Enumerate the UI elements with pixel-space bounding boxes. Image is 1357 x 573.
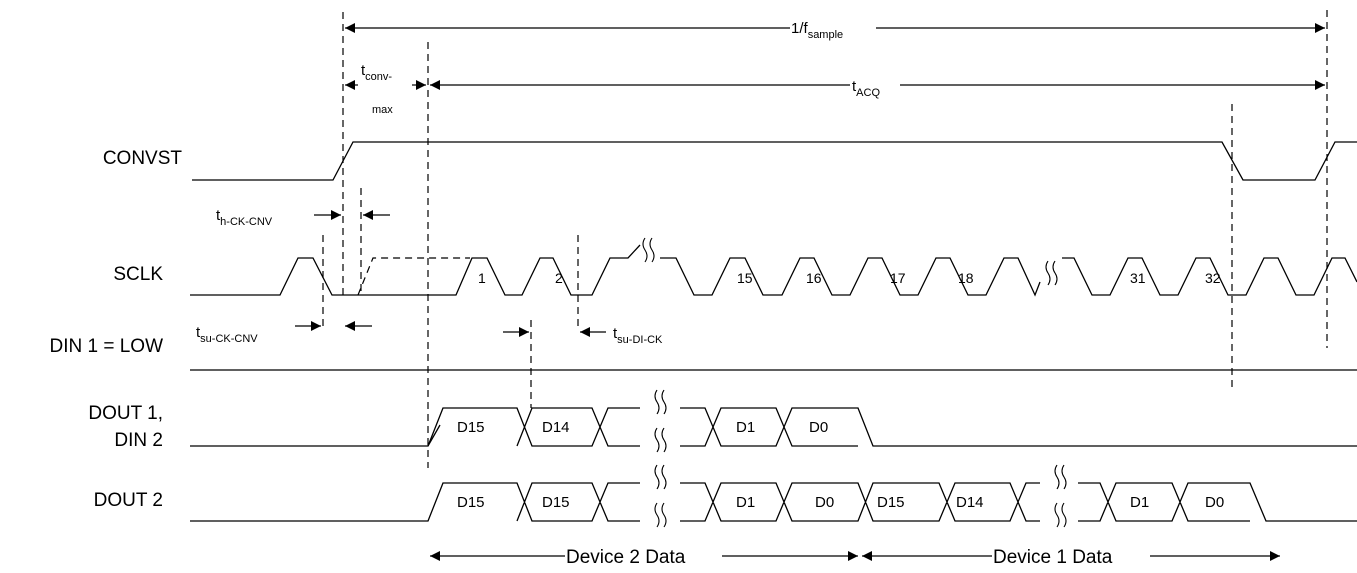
sclk-waveform-end — [1062, 257, 1357, 296]
dout2-bit-d15-b: D15 — [542, 494, 570, 511]
dout2-break-top-1 — [654, 464, 667, 490]
dout1-bit-d14: D14 — [542, 419, 570, 436]
dout2-bit-d1-b: D1 — [1130, 494, 1149, 511]
dout1-bit-d15: D15 — [457, 419, 485, 436]
sclk-waveform-mid — [660, 257, 1041, 297]
setup-ck-cnv-label: tsu-CK-CNV — [196, 324, 258, 345]
dout2-bit-d0-a: D0 — [815, 494, 834, 511]
signal-label-sclk: SCLK — [113, 264, 163, 285]
signal-label-din2: DIN 2 — [114, 430, 163, 451]
sclk-pulse-16: 16 — [806, 270, 822, 286]
dout1-bit-d0: D0 — [809, 419, 828, 436]
hold-annotation: th-CK-CNV — [216, 207, 390, 228]
sclk-waveform-main — [190, 244, 641, 296]
dout1-bus — [427, 407, 1357, 447]
dout1-waveform: D15 D14 D1 D0 — [190, 389, 1357, 453]
sclk-pulse-17: 17 — [890, 270, 906, 286]
dout1-bit-d1: D1 — [736, 419, 755, 436]
dout2-waveform: D15 D15 D1 D0 D15 D14 D1 D0 — [190, 464, 1357, 528]
dout1-break-bottom — [654, 427, 667, 453]
sclk-pulse-1: 1 — [478, 270, 486, 286]
hold-label: th-CK-CNV — [216, 207, 273, 228]
sclk-break-mark-1 — [642, 237, 655, 263]
conv-label-max: max — [372, 104, 393, 116]
sclk-waveform — [190, 237, 1357, 297]
sclk-alt-edge — [357, 257, 470, 296]
dout2-bit-d15-c: D15 — [877, 494, 905, 511]
conv-label: tconv- — [361, 62, 392, 83]
dout2-break-top-2 — [1054, 464, 1067, 490]
signal-label-convst: CONVST — [103, 148, 183, 169]
sclk-pulse-32: 32 — [1205, 270, 1221, 286]
dout2-break-bottom-2 — [1054, 502, 1067, 528]
sclk-pulse-31: 31 — [1130, 270, 1146, 286]
signal-label-dout1: DOUT 1, — [88, 403, 163, 424]
conversion-acquisition-annotation: tconv- max tACQ — [345, 62, 1325, 116]
dout2-break-bottom-1 — [654, 502, 667, 528]
sclk-break-mark-2 — [1045, 260, 1058, 286]
device-data-annotation: Device 2 Data Device 1 Data — [430, 547, 1280, 568]
setup-di-ck-label: tsu-DI-CK — [613, 325, 663, 346]
dout1-low — [190, 424, 441, 447]
dout2-bit-d14: D14 — [956, 494, 984, 511]
device2-data-label: Device 2 Data — [566, 547, 686, 568]
reference-dashed-lines — [322, 10, 1328, 468]
sclk-pulse-18: 18 — [958, 270, 974, 286]
sclk-pulse-15: 15 — [737, 270, 753, 286]
dout1-break-top — [654, 389, 667, 415]
signal-label-dout2: DOUT 2 — [94, 490, 163, 511]
sclk-pulse-labels: 1 2 15 16 17 18 31 32 — [478, 270, 1221, 286]
sclk-pulse-2: 2 — [555, 270, 563, 286]
dout2-bit-d1-a: D1 — [736, 494, 755, 511]
period-annotation: 1/fsample — [345, 20, 1325, 41]
dout2-bit-d0-b: D0 — [1205, 494, 1224, 511]
signal-label-din1: DIN 1 = LOW — [50, 336, 164, 357]
dout2-bit-d15-a: D15 — [457, 494, 485, 511]
acq-label: tACQ — [852, 78, 880, 99]
setup-annotation: tsu-CK-CNV tsu-DI-CK — [196, 321, 663, 346]
dout2-bus — [190, 482, 1357, 522]
convst-waveform — [192, 141, 1357, 181]
device1-data-label: Device 1 Data — [993, 547, 1113, 568]
period-label: 1/fsample — [791, 20, 843, 41]
